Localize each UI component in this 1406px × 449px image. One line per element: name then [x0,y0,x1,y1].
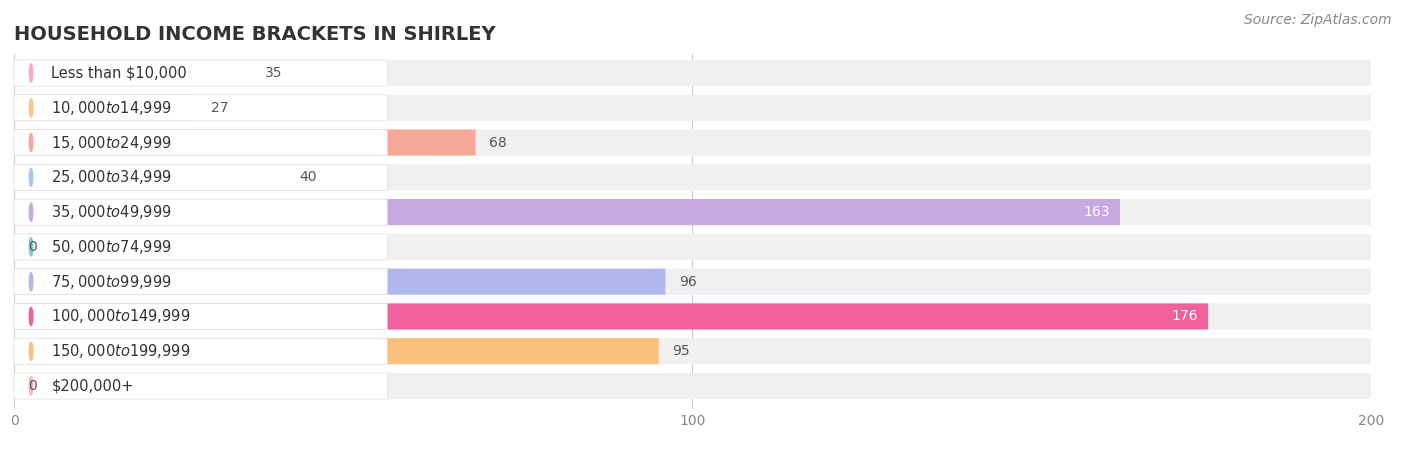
FancyBboxPatch shape [14,60,1371,86]
FancyBboxPatch shape [14,304,387,330]
Text: 40: 40 [299,170,316,185]
Circle shape [30,64,32,82]
FancyBboxPatch shape [14,304,1371,330]
Text: $75,000 to $99,999: $75,000 to $99,999 [52,273,172,291]
FancyBboxPatch shape [14,234,1371,260]
FancyBboxPatch shape [14,234,387,260]
Text: $100,000 to $149,999: $100,000 to $149,999 [52,308,191,326]
Circle shape [30,308,32,326]
Text: $200,000+: $200,000+ [52,379,134,393]
Circle shape [30,238,32,256]
FancyBboxPatch shape [14,95,1371,121]
Text: $35,000 to $49,999: $35,000 to $49,999 [52,203,172,221]
Text: 0: 0 [28,379,37,393]
FancyBboxPatch shape [14,129,387,156]
Text: Less than $10,000: Less than $10,000 [52,66,187,80]
Text: $10,000 to $14,999: $10,000 to $14,999 [52,99,172,117]
FancyBboxPatch shape [14,373,387,399]
FancyBboxPatch shape [14,164,387,190]
Text: 35: 35 [266,66,283,80]
FancyBboxPatch shape [14,129,1371,156]
Text: 27: 27 [211,101,228,115]
FancyBboxPatch shape [14,164,1371,190]
FancyBboxPatch shape [14,269,1371,295]
FancyBboxPatch shape [14,338,658,364]
Circle shape [30,377,32,395]
FancyBboxPatch shape [14,199,1371,225]
FancyBboxPatch shape [14,95,197,121]
FancyBboxPatch shape [14,60,252,86]
FancyBboxPatch shape [14,269,387,295]
Circle shape [30,273,32,291]
Text: $150,000 to $199,999: $150,000 to $199,999 [52,342,191,360]
Text: 176: 176 [1171,309,1198,323]
Circle shape [30,99,32,117]
Text: Source: ZipAtlas.com: Source: ZipAtlas.com [1244,13,1392,27]
Text: $50,000 to $74,999: $50,000 to $74,999 [52,238,172,256]
FancyBboxPatch shape [14,338,1371,364]
Text: HOUSEHOLD INCOME BRACKETS IN SHIRLEY: HOUSEHOLD INCOME BRACKETS IN SHIRLEY [14,25,496,44]
FancyBboxPatch shape [14,199,1121,225]
FancyBboxPatch shape [14,269,665,295]
FancyBboxPatch shape [14,338,387,364]
Text: 96: 96 [679,275,696,289]
FancyBboxPatch shape [14,129,475,156]
FancyBboxPatch shape [14,304,1208,330]
FancyBboxPatch shape [14,199,387,225]
FancyBboxPatch shape [14,373,1371,399]
FancyBboxPatch shape [14,95,387,121]
Text: 68: 68 [489,136,506,150]
Circle shape [30,168,32,186]
Text: 163: 163 [1083,205,1109,219]
FancyBboxPatch shape [14,164,285,190]
Text: 0: 0 [28,240,37,254]
Text: $15,000 to $24,999: $15,000 to $24,999 [52,133,172,152]
Text: $25,000 to $34,999: $25,000 to $34,999 [52,168,172,186]
Circle shape [30,133,32,152]
Circle shape [30,342,32,360]
Text: 95: 95 [672,344,690,358]
FancyBboxPatch shape [14,60,387,86]
Circle shape [30,203,32,221]
